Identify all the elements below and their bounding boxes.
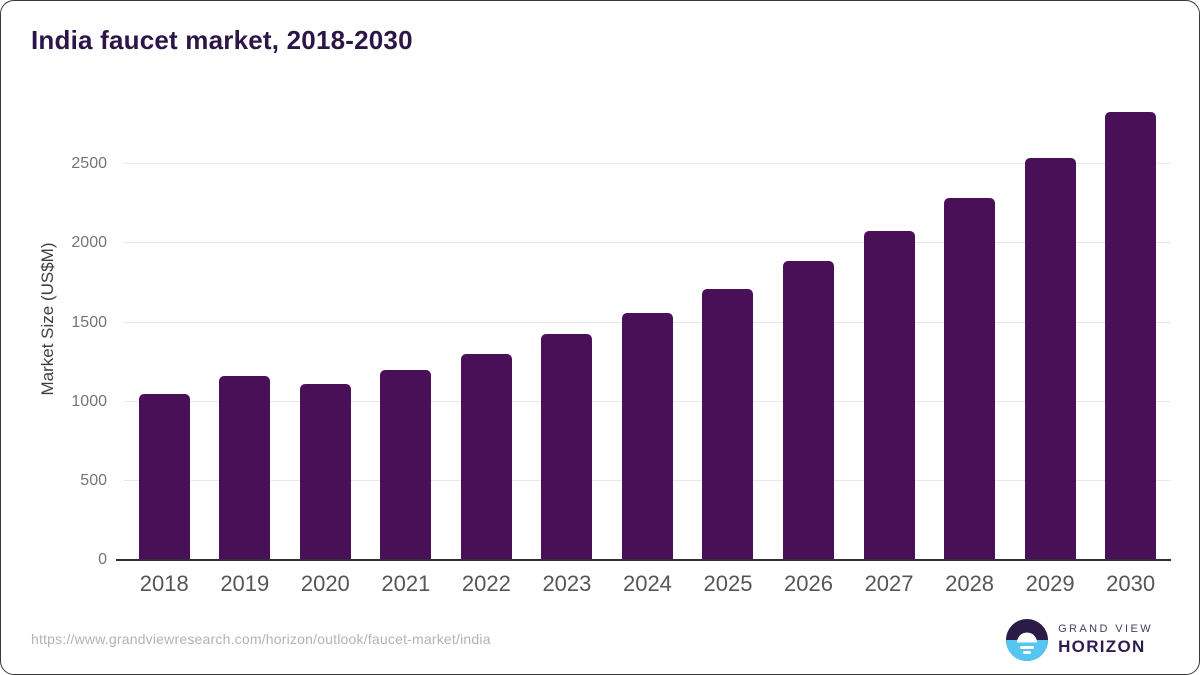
bar-slot — [929, 101, 1010, 560]
bar-slot — [446, 101, 527, 560]
bar-2024[interactable] — [621, 313, 673, 560]
x-tick-label-2030: 2030 — [1106, 571, 1156, 596]
bar-2028[interactable] — [944, 197, 996, 560]
bar-slot — [285, 101, 366, 560]
bar-series — [124, 101, 1171, 560]
bar-slot — [366, 101, 447, 560]
x-tick-label-2018: 2018 — [139, 571, 189, 596]
bar-2025[interactable] — [702, 288, 754, 560]
y-tick-label: 500 — [80, 471, 107, 489]
bar-slot — [1090, 101, 1171, 560]
bar-2022[interactable] — [460, 354, 512, 560]
chart-title: India faucet market, 2018-2030 — [31, 25, 413, 55]
x-tick-label-2027: 2027 — [864, 571, 914, 596]
bar-slot — [1010, 101, 1091, 560]
bar-2027[interactable] — [863, 230, 915, 560]
y-tick-label: 1500 — [71, 313, 107, 331]
source-url: https://www.grandviewresearch.com/horizo… — [31, 631, 491, 647]
x-tick-label-2019: 2019 — [220, 571, 270, 596]
grand-view-horizon-logo: GRAND VIEW HORIZON — [1006, 619, 1153, 661]
plot-area: 0 500 1000 1500 2000 2500 2018 2019 2020 2021 202… — [71, 101, 1171, 596]
bar-2019[interactable] — [219, 376, 271, 560]
x-tick-label-2020: 2020 — [300, 571, 350, 596]
x-tick-label-2024: 2024 — [622, 571, 672, 596]
bar-2020[interactable] — [299, 384, 351, 560]
x-tick-label-2022: 2022 — [461, 571, 511, 596]
logo-wordmark: GRAND VIEW HORIZON — [1058, 623, 1153, 657]
bar-2030[interactable] — [1105, 112, 1157, 560]
x-tick-label-2021: 2021 — [381, 571, 431, 596]
y-tick-label: 2500 — [71, 155, 107, 173]
horizon-sunrise-icon — [1006, 619, 1049, 661]
gridline — [124, 242, 1171, 244]
bar-2029[interactable] — [1024, 157, 1076, 560]
bar-2026[interactable] — [783, 260, 835, 560]
logo-text-horizon: HORIZON — [1058, 637, 1146, 656]
x-axis-tick-labels: 2018 2019 2020 2021 2022 2023 2024 2025 2026 2027… — [124, 571, 1171, 597]
x-tick-label-2028: 2028 — [945, 571, 995, 596]
bar-slot — [607, 101, 688, 560]
bar-slot — [205, 101, 286, 560]
bar-slot — [124, 101, 205, 560]
bar-slot — [768, 101, 849, 560]
bar-2023[interactable] — [541, 333, 593, 560]
y-axis-title: Market Size (US$M) — [38, 242, 57, 396]
x-tick-label-2026: 2026 — [784, 571, 833, 596]
y-tick-label: 1000 — [71, 392, 107, 410]
bar-2018[interactable] — [138, 393, 190, 560]
logo-text-grand-view: GRAND VIEW — [1058, 623, 1153, 635]
bar-2021[interactable] — [380, 370, 432, 560]
y-tick-label: 2000 — [71, 234, 107, 252]
bar-slot — [849, 101, 930, 560]
bar-slot — [527, 101, 608, 560]
x-tick-label-2029: 2029 — [1025, 571, 1075, 596]
y-tick-label: 0 — [98, 551, 107, 568]
x-tick-label-2025: 2025 — [703, 571, 753, 596]
bar-slot — [688, 101, 769, 560]
gridline — [124, 163, 1171, 165]
x-tick-label-2023: 2023 — [542, 571, 592, 596]
x-axis-line — [116, 559, 1171, 561]
